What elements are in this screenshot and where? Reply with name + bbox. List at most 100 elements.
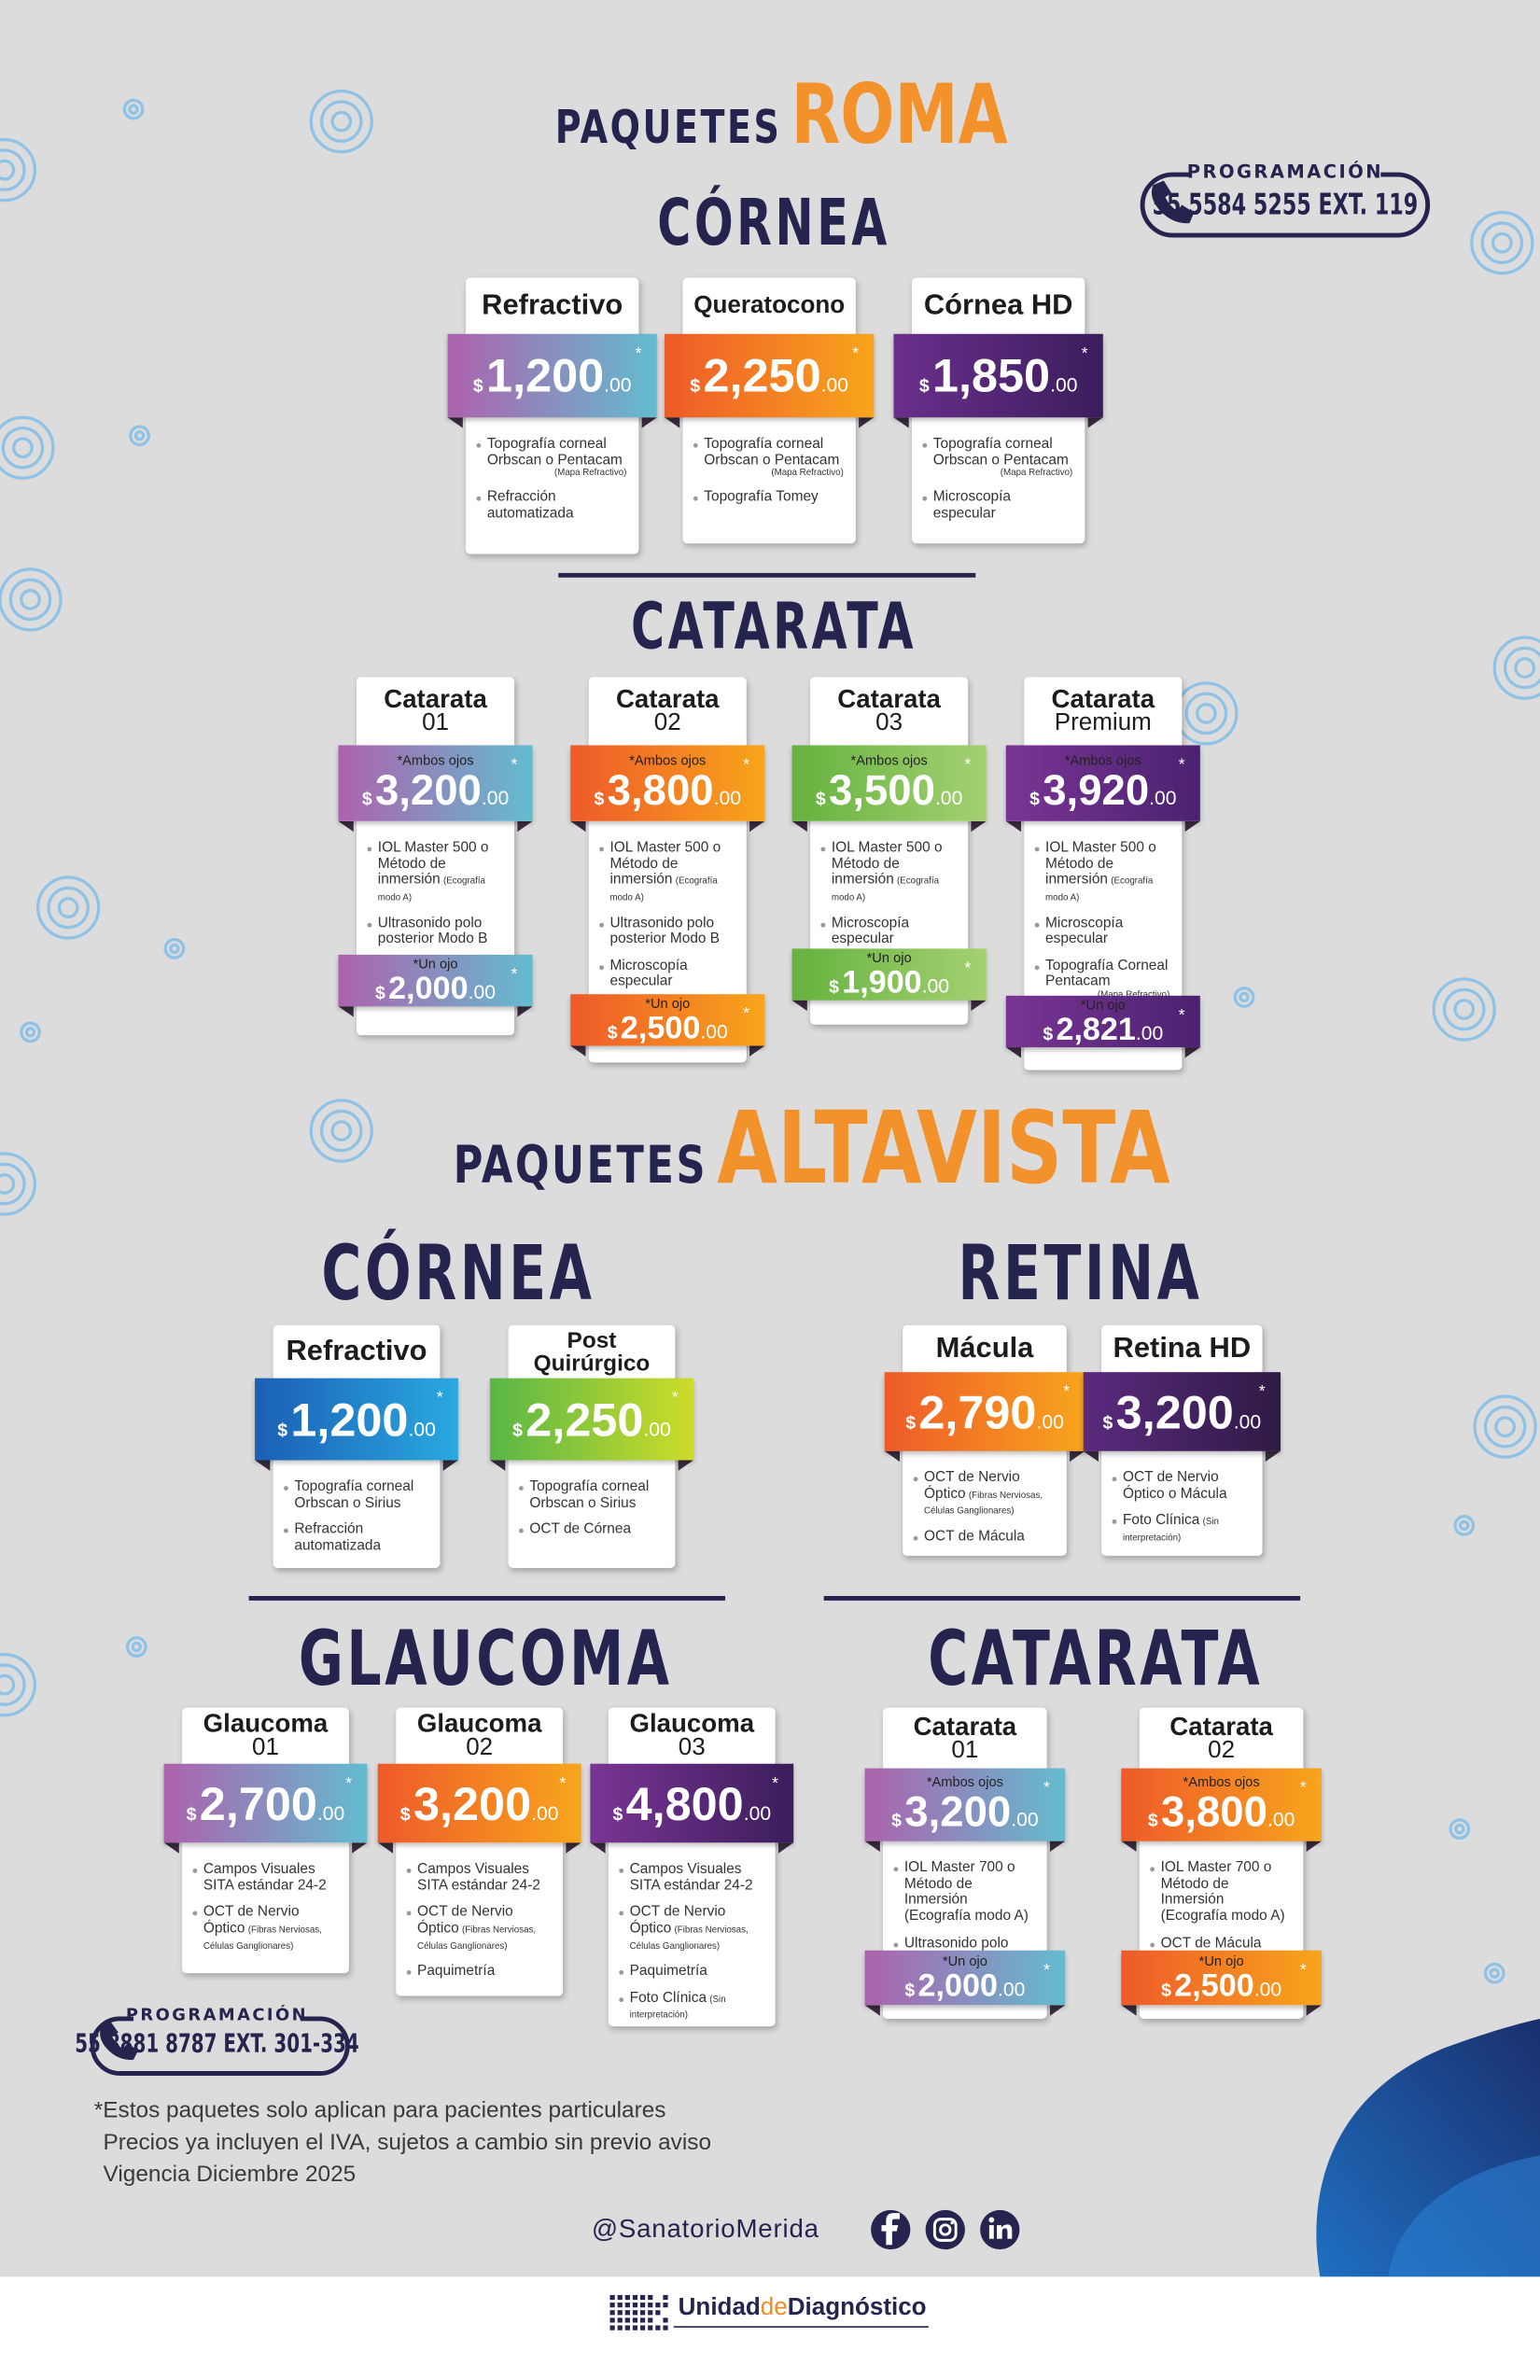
package-name: Catarata: [837, 684, 941, 714]
headline: PAQUETES ALTAVISTA: [454, 1090, 1170, 1207]
logo-dot: [640, 2294, 646, 2301]
section-title: RETINA: [958, 1229, 1203, 1318]
item-text: OCT de Córnea: [529, 1520, 632, 1538]
headline-name: ALTAVISTA: [717, 1089, 1170, 1207]
price-note: *Un ojo: [1198, 1953, 1244, 1968]
ring: [1491, 231, 1513, 254]
currency: $: [472, 374, 483, 397]
item: Campos Visuales SITA estándar 24-2: [406, 1861, 551, 1895]
item: OCT de Nervio Óptico (Fibras Nerviosas, C…: [913, 1470, 1055, 1519]
price-note: *Un ojo: [942, 1953, 987, 1968]
package-sub: 01: [422, 710, 450, 736]
item-text: OCT de Nervio Óptico: [629, 1903, 726, 1937]
item: OCT de Nervio Óptico (Fibras Nerviosas, C…: [619, 1903, 763, 1953]
price-cents: .00: [820, 373, 849, 397]
ribbon-fold: [1306, 1841, 1322, 1853]
price-cents: .00: [604, 373, 632, 397]
ribbon-fold: [490, 1460, 506, 1471]
price-note: *Un ojo: [1080, 996, 1126, 1012]
price-note: *Ambos ojos: [1183, 1774, 1260, 1790]
item-text: Paquimetría: [629, 1962, 707, 1980]
ring: [0, 159, 16, 181]
ring: [1483, 1405, 1527, 1449]
price: $2,250.00: [512, 1395, 671, 1442]
price-cents: .00: [713, 786, 741, 809]
headline-label: PAQUETES: [554, 101, 782, 155]
ring: [0, 1663, 26, 1706]
ring: [129, 425, 150, 447]
package-items: IOL Master 700 o Método de Inmersión (Ec…: [1150, 1860, 1292, 1963]
price-mark: *: [964, 959, 972, 978]
section-title: CÓRNEA: [657, 185, 890, 260]
price: $3,800.00: [1148, 1790, 1295, 1834]
item-note: (Mapa Refractivo): [1000, 469, 1073, 479]
ring: [122, 98, 145, 120]
item-text: Ultrasonido polo posterior Modo B: [609, 914, 721, 948]
phone-label: PROGRAMACIÓN: [125, 2005, 309, 2025]
package-sub: 03: [678, 1734, 706, 1761]
item-text: Campos Visuales SITA estándar 24-2: [629, 1860, 753, 1894]
price-value: 2,500: [620, 1010, 701, 1045]
item-text: Microscopía especular: [1045, 914, 1124, 948]
item-text: Foto Clínica: [629, 1989, 707, 2007]
logo-dot: [632, 2303, 638, 2308]
price-ribbon: $2,250.00 *: [490, 1378, 693, 1461]
item: IOL Master 500 o Método de inmersión (Eco…: [1034, 840, 1169, 905]
price-mark: *: [436, 1389, 443, 1407]
item-text: OCT de Mácula: [1160, 1934, 1262, 1952]
logo-dot: [624, 2325, 630, 2331]
ring: [1449, 1818, 1471, 1841]
item-note: (Sin interpretación): [629, 1995, 726, 2022]
package-title: Glaucoma 02: [396, 1708, 563, 1764]
package-items: Topografía corneal Orbscan o Pentacam (Ma…: [922, 436, 1073, 533]
logo-dot: [632, 2325, 638, 2331]
ring: [1503, 646, 1540, 690]
price: $2,500.00: [1161, 1969, 1281, 2001]
ring: [36, 875, 101, 940]
item: Refracción automatizada: [283, 1521, 427, 1556]
item: Paquimetría: [619, 1962, 763, 1981]
ring: [330, 110, 353, 133]
logo-dot: [655, 2303, 661, 2308]
package-items: OCT de Nervio Óptico o Mácula Foto Clínic…: [1112, 1470, 1251, 1557]
price: $2,790.00: [905, 1388, 1064, 1435]
ribbon-fold: [590, 1842, 606, 1854]
currency: $: [904, 1978, 916, 2000]
package-title: Catarata Premium: [1024, 677, 1182, 745]
package-title: Catarata 02: [1140, 1708, 1304, 1769]
ribbon-fold: [566, 1842, 581, 1854]
item: IOL Master 500 o Método de inmersión (Eco…: [367, 840, 502, 905]
phone-number: 55 8881 8787 EXT. 301-334: [75, 2029, 359, 2060]
price-mark: *: [1258, 1382, 1266, 1402]
item: OCT de Nervio Óptico (Fibras Nerviosas, C…: [406, 1904, 551, 1953]
price-mark: *: [671, 1389, 679, 1407]
item: Campos Visuales SITA estándar 24-2: [192, 1861, 337, 1895]
package-title: Post Quirúrgico: [509, 1325, 676, 1379]
price-ribbon: $4,800.00 *: [590, 1763, 794, 1843]
section-title: CATARATA: [631, 588, 917, 664]
item: Topografía corneal Orbscan o Sirius: [518, 1478, 663, 1513]
logo-dot: [617, 2294, 623, 2301]
ring: [0, 567, 63, 632]
logo-part: Diagnóstico: [787, 2294, 927, 2321]
ribbon-fold: [163, 1842, 179, 1854]
ribbon-fold: [1184, 820, 1200, 833]
price-ribbon: $3,200.00 *: [377, 1763, 581, 1843]
logo-dot: [609, 2317, 615, 2323]
ring: [20, 1021, 41, 1043]
ribbon-fold: [864, 1841, 880, 1853]
price: $4,800.00: [612, 1780, 771, 1827]
currency: $: [905, 1410, 917, 1433]
logo-dot: [617, 2310, 623, 2316]
ring: [1239, 991, 1250, 1003]
item-note: (Mapa Refractivo): [771, 469, 844, 479]
package-card: Glaucoma 02: [396, 1707, 564, 1996]
price-value: 2,821: [1056, 1011, 1136, 1047]
ring: [125, 1636, 147, 1658]
ribbon-fold: [678, 1460, 693, 1471]
item: Topografía corneal Orbscan o Pentacam (Ma…: [922, 436, 1073, 479]
item-text: Topografía corneal Orbscan o Pentacam: [704, 435, 840, 469]
ring: [131, 1641, 142, 1653]
